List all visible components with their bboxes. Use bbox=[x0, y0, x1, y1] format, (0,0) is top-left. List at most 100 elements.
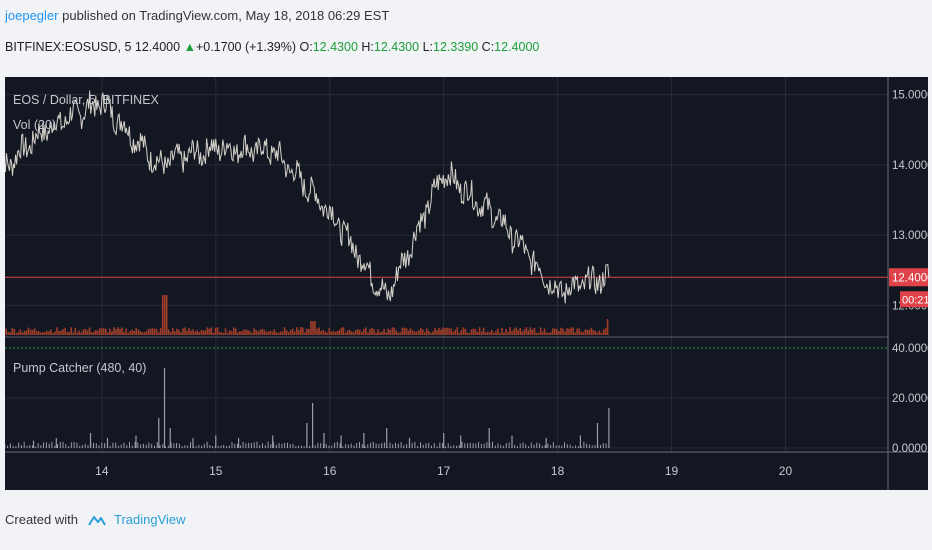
volume-bar bbox=[76, 332, 79, 335]
chart-area[interactable]: 1415161718192015.000014.000013.000012.00… bbox=[0, 77, 932, 490]
volume-bar bbox=[62, 329, 64, 335]
volume-bar bbox=[82, 329, 85, 335]
volume-bar bbox=[460, 330, 463, 335]
author-link[interactable]: joepegler bbox=[5, 8, 59, 23]
volume-bar bbox=[338, 329, 341, 335]
volume-bar bbox=[176, 328, 178, 335]
volume-bar bbox=[155, 328, 158, 335]
volume-bar bbox=[428, 330, 430, 335]
volume-bar bbox=[531, 329, 534, 335]
volume-bar bbox=[409, 328, 412, 335]
volume-bar bbox=[78, 330, 81, 335]
volume-bar bbox=[588, 329, 591, 335]
volume-bar bbox=[348, 329, 351, 335]
volume-bar bbox=[446, 327, 448, 335]
volume-bar bbox=[519, 327, 522, 335]
volume-bar bbox=[96, 330, 99, 335]
osc-tick-label: 20.0000 bbox=[892, 393, 928, 405]
volume-bar bbox=[444, 327, 446, 335]
volume-bar bbox=[430, 332, 432, 335]
volume-bar bbox=[515, 327, 517, 335]
volume-bar bbox=[13, 329, 16, 335]
volume-bar bbox=[462, 327, 465, 335]
volume-bar bbox=[401, 327, 404, 335]
volume-bar bbox=[497, 328, 499, 335]
volume-bar bbox=[253, 328, 255, 335]
volume-bar bbox=[340, 327, 343, 335]
volume-bar bbox=[86, 330, 89, 335]
volume-bar bbox=[125, 328, 127, 335]
volume-bar bbox=[574, 332, 576, 335]
volume-bar bbox=[31, 329, 34, 335]
volume-bar bbox=[129, 330, 131, 335]
volume-bar bbox=[98, 328, 101, 335]
volume-bar bbox=[222, 332, 225, 335]
volume-bar bbox=[521, 331, 524, 335]
volume-bar bbox=[102, 328, 105, 335]
volume-bar bbox=[436, 330, 438, 335]
volume-bar bbox=[495, 331, 497, 335]
volume-bar bbox=[344, 333, 347, 335]
tradingview-logo-icon bbox=[88, 515, 106, 526]
volume-bar bbox=[243, 329, 245, 335]
volume-bar bbox=[48, 331, 50, 335]
volume-bar bbox=[586, 329, 589, 335]
volume-bar bbox=[594, 330, 597, 335]
open-value: 12.4300 bbox=[312, 40, 358, 54]
volume-bar bbox=[350, 331, 353, 335]
volume-bar bbox=[387, 328, 389, 335]
volume-bar bbox=[541, 331, 544, 335]
triangle-up-icon: ▲ bbox=[183, 40, 196, 54]
volume-bar bbox=[375, 332, 377, 335]
published-text: published on TradingView.com, May 18, 20… bbox=[62, 8, 390, 23]
volume-bar bbox=[509, 327, 511, 335]
open-label: O: bbox=[299, 40, 313, 54]
low-label: L: bbox=[422, 40, 433, 54]
volume-bar bbox=[413, 331, 416, 335]
volume-bar bbox=[271, 331, 274, 335]
volume-bar bbox=[226, 332, 229, 335]
volume-bar bbox=[66, 331, 68, 335]
volume-bar bbox=[513, 328, 515, 335]
volume-bar bbox=[554, 328, 556, 335]
volume-bar bbox=[90, 332, 93, 335]
volume-bar bbox=[476, 331, 479, 335]
volume-bar bbox=[578, 328, 580, 335]
tradingview-brand[interactable]: TradingView bbox=[113, 512, 186, 527]
volume-bar bbox=[426, 328, 428, 335]
volume-bar bbox=[58, 330, 60, 335]
volume-bar bbox=[137, 329, 140, 335]
price-tick-label: 14.0000 bbox=[892, 160, 928, 172]
volume-bar bbox=[407, 330, 410, 335]
low-value: 12.3390 bbox=[433, 40, 479, 54]
volume-bar bbox=[403, 327, 406, 335]
volume-bar bbox=[543, 328, 546, 335]
volume-bars bbox=[0, 295, 609, 335]
chart-svg[interactable]: 1415161718192015.000014.000013.000012.00… bbox=[0, 77, 932, 490]
volume-bar bbox=[239, 331, 241, 335]
volume-bar bbox=[25, 330, 28, 335]
volume-bar bbox=[454, 329, 456, 335]
ohlc-legend: BITFINEX:EOSUSD, 5 12.4000 ▲+0.1700 (+1.… bbox=[5, 40, 539, 54]
volume-bar bbox=[200, 330, 203, 335]
volume-bar bbox=[604, 328, 607, 335]
volume-bar bbox=[15, 333, 18, 335]
volume-bar bbox=[131, 329, 133, 335]
chart-background bbox=[5, 77, 928, 490]
volume-bar bbox=[68, 332, 70, 335]
symbol-label: BITFINEX:EOSUSD, 5 bbox=[5, 40, 132, 54]
grid bbox=[5, 77, 888, 452]
x-tick-label: 14 bbox=[95, 464, 109, 478]
volume-bar bbox=[174, 331, 176, 335]
volume-bar bbox=[365, 327, 367, 335]
volume-bar bbox=[336, 331, 339, 335]
volume-bar bbox=[346, 330, 349, 335]
volume-bar bbox=[135, 327, 137, 335]
volume-bar bbox=[560, 327, 562, 335]
volume-bar bbox=[5, 328, 7, 335]
volume-bar bbox=[395, 330, 398, 335]
volume-bar bbox=[133, 331, 135, 335]
volume-bar bbox=[289, 330, 292, 335]
volume-bar bbox=[163, 295, 166, 335]
volume-bar bbox=[505, 329, 507, 335]
